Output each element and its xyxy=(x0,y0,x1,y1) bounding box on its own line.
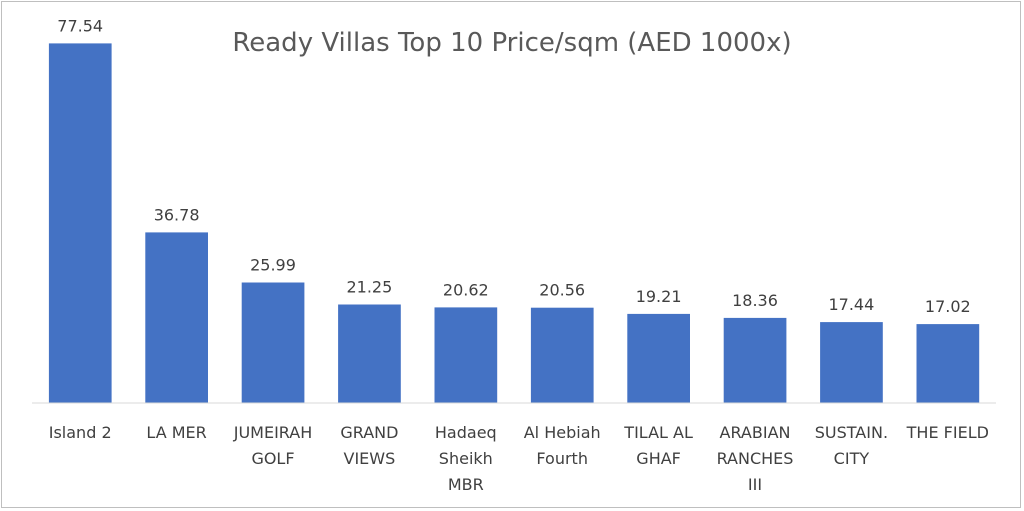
data-label-2: 25.99 xyxy=(250,256,296,275)
bar-8 xyxy=(820,322,883,403)
category-labels-group: Island 2 LA MER JUMEIRAH GOLF GRAND VIEWS Hada… xyxy=(49,423,989,494)
category-label-5: Al Hebiah Fourth xyxy=(524,423,601,468)
data-label-0: 77.54 xyxy=(57,16,103,35)
category-label-line: Al Hebiah xyxy=(524,423,601,442)
category-label-9: THE FIELD xyxy=(906,423,989,442)
data-label-7: 18.36 xyxy=(732,291,778,310)
data-label-6: 19.21 xyxy=(636,287,682,306)
bar-6 xyxy=(627,313,690,403)
category-label-8: SUSTAIN. CITY xyxy=(815,423,888,468)
category-label-4: Hadaeq Sheikh MBR xyxy=(435,423,497,494)
bar-9 xyxy=(916,324,980,403)
category-label-0: Island 2 xyxy=(49,423,112,442)
category-label-line: Hadaeq xyxy=(435,423,497,442)
bar-1 xyxy=(145,232,208,403)
data-label-5: 20.56 xyxy=(539,281,585,300)
category-label-line: GHAF xyxy=(636,449,681,468)
category-label-line: MBR xyxy=(448,475,484,494)
data-label-3: 21.25 xyxy=(346,278,392,297)
bar-0 xyxy=(48,43,112,404)
bar-2 xyxy=(241,282,305,403)
bar-3 xyxy=(338,304,401,403)
category-label-line: GOLF xyxy=(251,449,294,468)
category-label-line: THE FIELD xyxy=(906,423,989,442)
data-label-4: 20.62 xyxy=(443,280,489,299)
category-label-line: SUSTAIN. xyxy=(815,423,888,442)
category-label-2: JUMEIRAH GOLF xyxy=(233,423,313,468)
data-labels-group: 77.54 36.78 25.99 21.25 20.62 20.56 19.21 18.36… xyxy=(57,16,970,316)
data-label-8: 17.44 xyxy=(828,295,874,314)
category-label-1: LA MER xyxy=(146,423,206,442)
chart-title: Ready Villas Top 10 Price/sqm (AED 1000x… xyxy=(232,28,791,58)
bar-4 xyxy=(434,307,498,403)
category-label-6: TILAL AL GHAF xyxy=(623,423,693,468)
bar-7 xyxy=(723,317,787,403)
category-label-line: Sheikh xyxy=(439,449,493,468)
category-label-line: Island 2 xyxy=(49,423,112,442)
category-label-3: GRAND VIEWS xyxy=(340,423,398,468)
category-label-line: JUMEIRAH xyxy=(233,423,313,442)
category-label-line: TILAL AL xyxy=(623,423,693,442)
category-label-line: GRAND xyxy=(340,423,398,442)
category-label-7: ARABIAN RANCHES III xyxy=(717,423,794,494)
category-label-line: LA MER xyxy=(146,423,206,442)
bars-group xyxy=(48,43,980,404)
category-label-line: ARABIAN xyxy=(720,423,791,442)
category-label-line: III xyxy=(748,475,762,494)
category-label-line: Fourth xyxy=(536,449,588,468)
data-label-1: 36.78 xyxy=(154,205,200,224)
category-label-line: RANCHES xyxy=(717,449,794,468)
category-label-line: CITY xyxy=(834,449,870,468)
bar-5 xyxy=(530,307,594,403)
data-label-9: 17.02 xyxy=(925,297,971,316)
category-label-line: VIEWS xyxy=(344,449,396,468)
